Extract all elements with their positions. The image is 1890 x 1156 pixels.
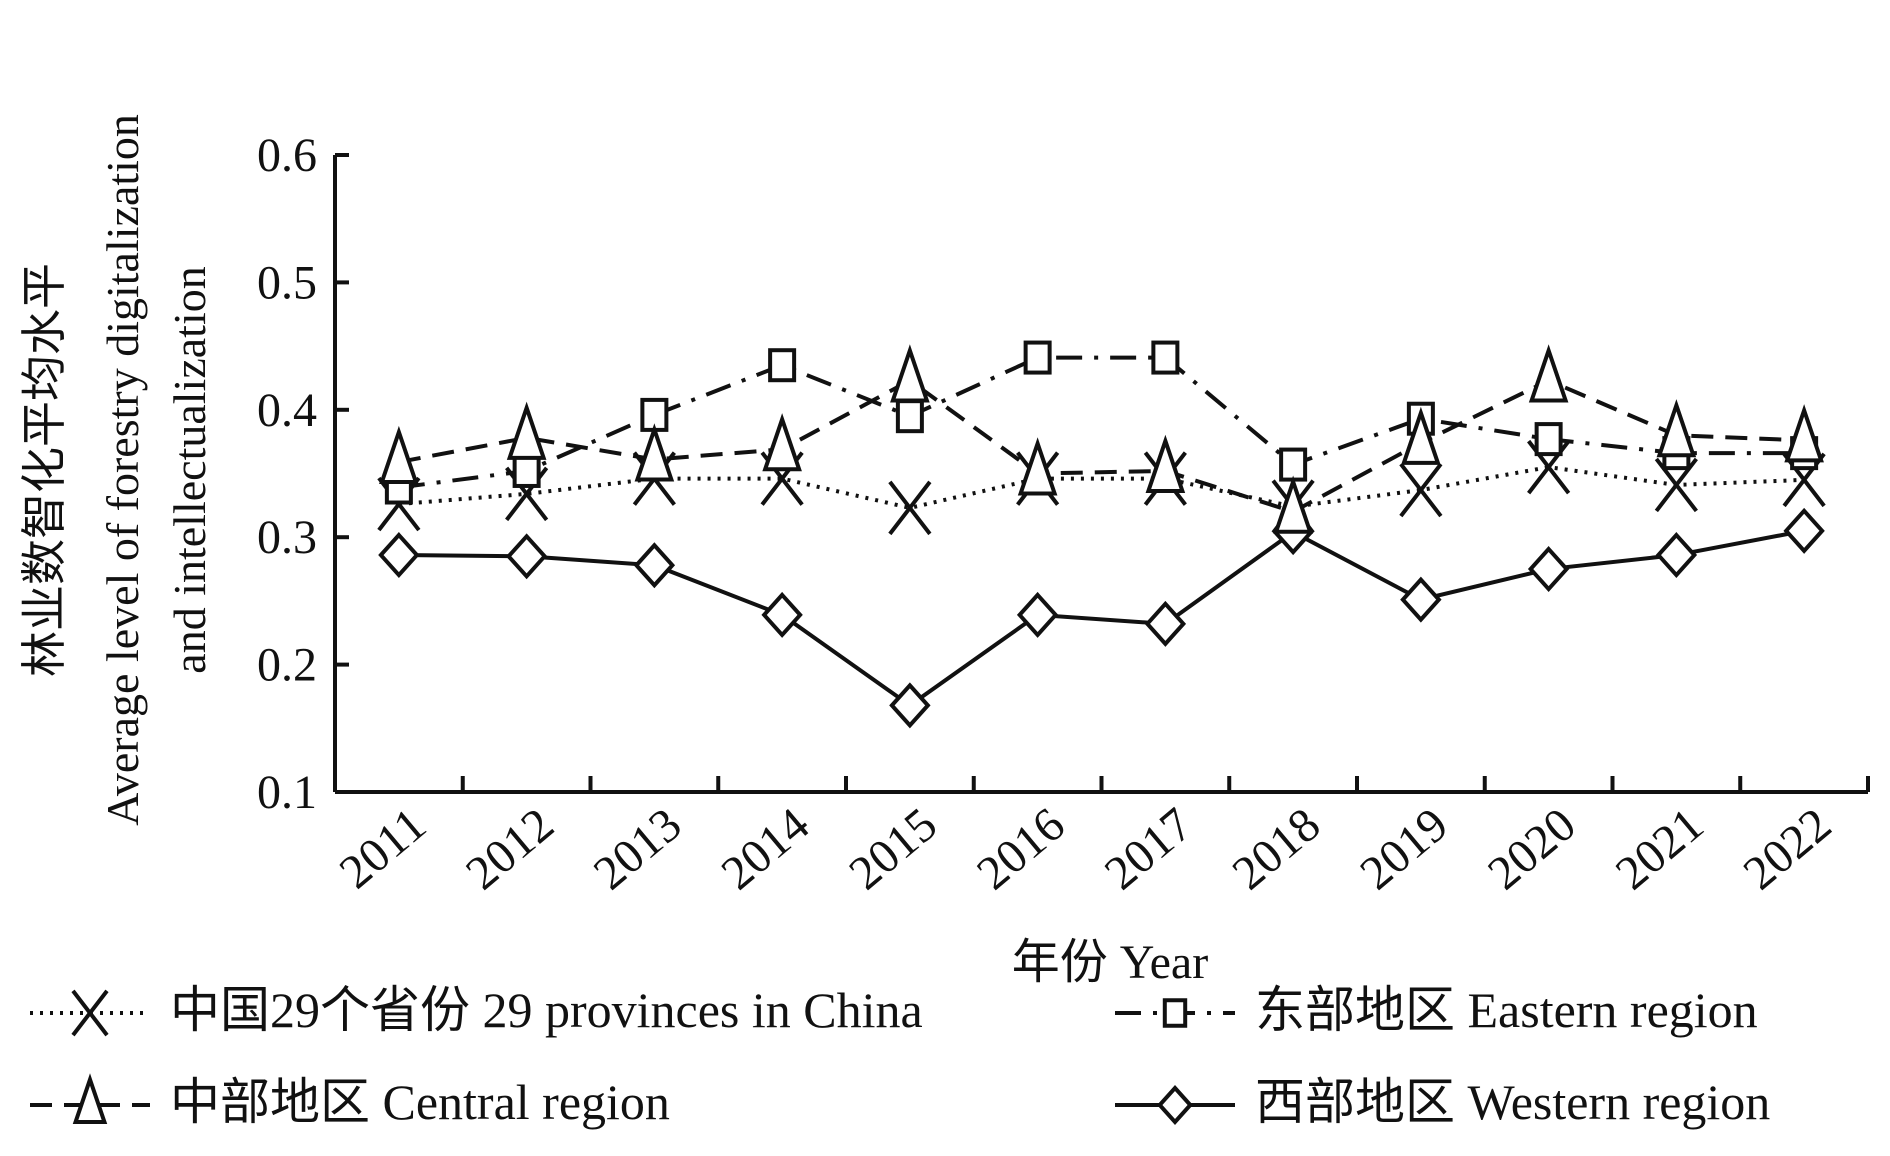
y-tick-label: 0.1: [257, 766, 317, 819]
x-tick-label: 2014: [712, 798, 820, 900]
legend-label: 中部地区 Central region: [170, 1074, 670, 1130]
y-tick-label: 0.2: [257, 639, 317, 692]
y-axis-title-cn: 林业数智化平均水平: [19, 263, 70, 677]
triangle-marker: [1656, 399, 1697, 458]
square-marker: [1534, 422, 1563, 457]
legend-label: 中国29个省份 29 provinces in China: [170, 982, 923, 1038]
diamond-marker: [1527, 546, 1570, 593]
diamond-marker: [505, 533, 548, 580]
triangle-marker: [1401, 406, 1441, 465]
x-tick-label: 2019: [1350, 798, 1458, 900]
series-triangle: [379, 344, 1824, 534]
x-marker: [888, 480, 932, 536]
x-tick-label: 2012: [456, 798, 564, 900]
diamond-marker: [378, 532, 420, 579]
x-tick-label: 2021: [1606, 798, 1714, 900]
triangle-marker: [1273, 475, 1313, 534]
diamond-marker: [1655, 532, 1698, 579]
diamond-marker: [1783, 507, 1825, 554]
triangle-marker: [890, 344, 930, 403]
series-group: [377, 340, 1826, 729]
y-tick-label: 0.6: [257, 129, 317, 182]
square-marker: [1162, 998, 1188, 1028]
y-tick-label: 0.3: [257, 511, 317, 564]
triangle-marker: [506, 401, 547, 460]
diamond-marker: [1144, 600, 1187, 647]
square-marker: [1279, 447, 1308, 482]
square-marker: [768, 348, 797, 383]
x-tick-label: 2020: [1478, 798, 1586, 900]
axes: [333, 153, 1870, 794]
diamond-marker: [1157, 1085, 1193, 1125]
y-axis-title-en-1: Average level of forestry digitalization: [97, 114, 148, 826]
x-marker: [71, 989, 109, 1037]
legend-label: 东部地区 Eastern region: [1255, 982, 1758, 1038]
y-tick-labels: 0.1 0.2 0.3 0.4 0.5 0.6: [257, 129, 317, 819]
legend-item-square: 东部地区 Eastern region: [1115, 982, 1758, 1038]
triangle-marker: [72, 1073, 108, 1124]
y-axis-title-en-2: and intellectualization: [164, 266, 215, 673]
series-line: [398, 355, 1805, 490]
legend-label: 西部地区 Western region: [1255, 1074, 1770, 1130]
legend-item-triangle: 中部地区 Central region: [30, 1073, 670, 1130]
square-marker: [512, 453, 541, 488]
square-marker: [895, 399, 924, 434]
y-tick-label: 0.4: [257, 384, 317, 437]
triangle-marker: [1528, 344, 1569, 403]
x-tick-label: 2015: [839, 798, 947, 900]
x-tick-label: 2013: [584, 798, 692, 900]
y-tick-label: 0.5: [257, 256, 317, 309]
triangle-marker: [379, 425, 419, 485]
x-tick-label: 2017: [1095, 798, 1203, 900]
diamond-marker: [633, 542, 676, 589]
x-axis-title: 年份 Year: [1012, 936, 1208, 989]
x-tick-label: 2018: [1223, 798, 1331, 900]
x-tick-labels: 2011 2012 2013 2014 2015 2016 2017 2018 2019 2020…: [330, 798, 1841, 900]
x-tick-label: 2016: [967, 798, 1075, 900]
legend-item-x: 中国29个省份 29 provinces in China: [30, 982, 923, 1038]
x-tick-label: 2011: [330, 798, 436, 899]
legend: 中国29个省份 29 provinces in China 东部地区 Easter…: [30, 982, 1770, 1130]
series-line: [398, 465, 1805, 510]
x-tick-label: 2022: [1734, 798, 1842, 900]
square-marker: [1023, 340, 1052, 375]
series-line: [398, 528, 1805, 708]
series-x: [377, 439, 1826, 536]
square-marker: [1151, 340, 1180, 375]
triangle-marker: [762, 413, 802, 472]
triangle-marker: [1784, 404, 1824, 463]
series-diamond: [378, 507, 1825, 729]
diamond-marker: [889, 682, 931, 729]
triangle-marker: [1017, 437, 1058, 496]
diamond-marker: [761, 591, 803, 638]
x-marker: [1399, 462, 1443, 518]
series-line: [398, 378, 1805, 514]
triangle-marker: [634, 423, 675, 482]
triangle-marker: [1145, 434, 1186, 493]
diamond-marker: [1400, 576, 1442, 623]
legend-item-diamond: 西部地区 Western region: [1115, 1074, 1770, 1130]
diamond-marker: [1016, 591, 1059, 638]
